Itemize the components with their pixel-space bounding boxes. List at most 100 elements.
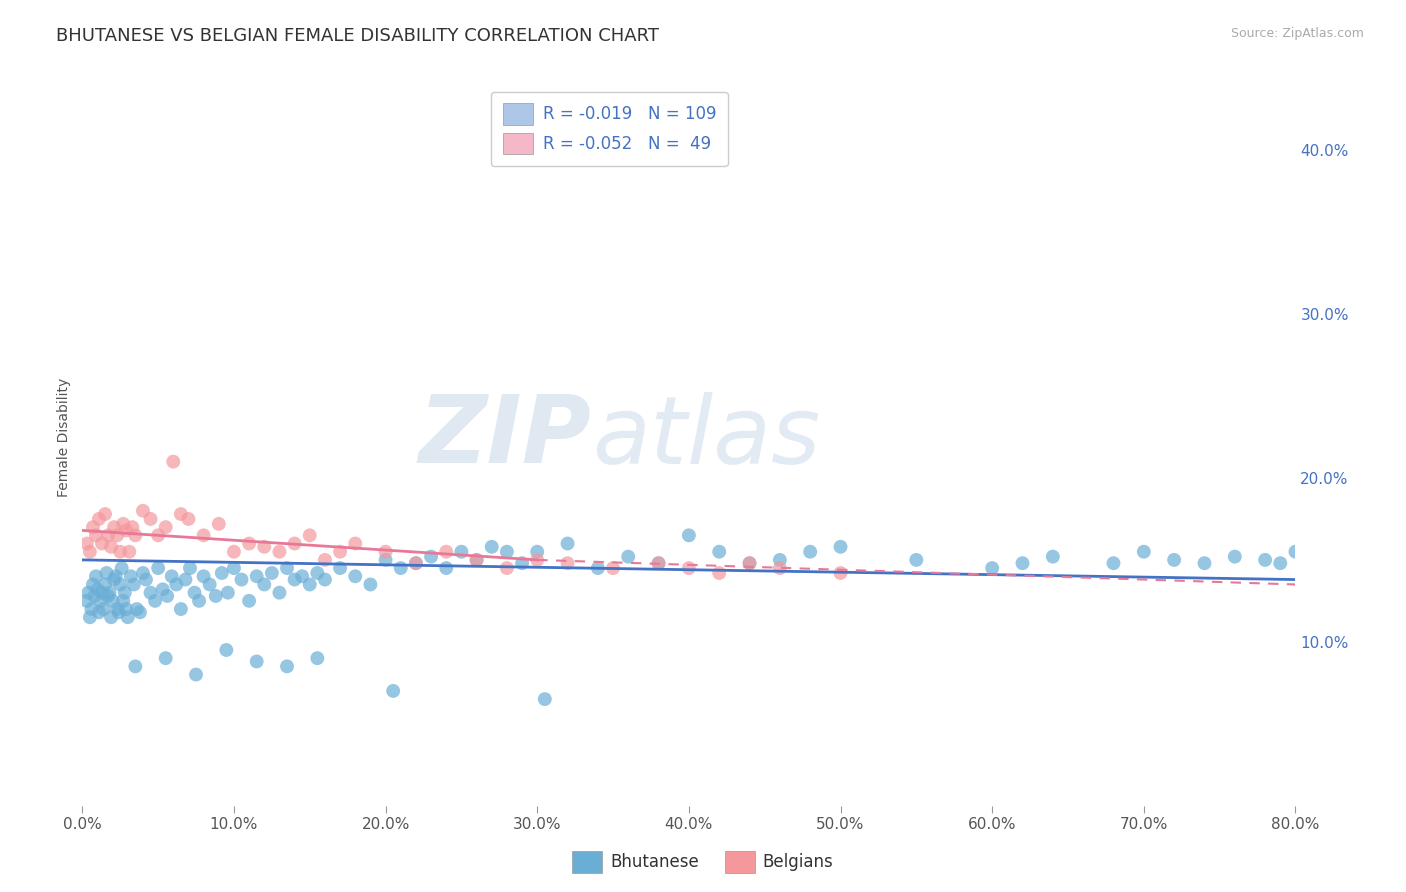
Point — [678, 528, 700, 542]
Point — [143, 594, 166, 608]
Point — [496, 561, 519, 575]
Point — [533, 692, 555, 706]
Point — [709, 545, 731, 559]
Point — [307, 566, 329, 580]
Point — [1194, 556, 1216, 570]
Point — [107, 605, 129, 619]
Point — [155, 651, 177, 665]
Point — [1102, 556, 1125, 570]
Point — [344, 569, 367, 583]
Point — [217, 585, 239, 599]
Point — [87, 512, 110, 526]
Point — [586, 561, 609, 575]
Point — [465, 553, 488, 567]
Point — [170, 507, 193, 521]
Point — [769, 553, 792, 567]
Point — [284, 536, 307, 550]
Point — [84, 569, 107, 583]
Point — [465, 553, 488, 567]
Point — [100, 540, 122, 554]
Point — [156, 589, 179, 603]
Point — [135, 573, 157, 587]
Point — [238, 536, 260, 550]
Point — [193, 528, 215, 542]
Point — [115, 602, 138, 616]
Point — [121, 520, 143, 534]
Point — [98, 585, 121, 599]
Point — [510, 556, 533, 570]
Point — [738, 556, 761, 570]
Point — [738, 556, 761, 570]
Point — [155, 520, 177, 534]
Point — [276, 561, 298, 575]
Point — [146, 561, 169, 575]
Point — [83, 589, 105, 603]
Point — [709, 566, 731, 580]
Point — [246, 569, 269, 583]
Point — [374, 553, 396, 567]
Point — [526, 553, 548, 567]
Point — [115, 524, 138, 538]
Point — [830, 566, 852, 580]
Point — [132, 504, 155, 518]
Text: atlas: atlas — [592, 392, 820, 483]
Point — [222, 561, 245, 575]
Point — [87, 605, 110, 619]
Point — [526, 545, 548, 559]
Point — [647, 556, 669, 570]
Point — [97, 528, 120, 542]
Point — [269, 545, 291, 559]
Point — [769, 561, 792, 575]
Point — [981, 561, 1004, 575]
Point — [97, 589, 120, 603]
Legend: Bhutanese, Belgians: Bhutanese, Belgians — [565, 845, 841, 880]
Point — [96, 566, 118, 580]
Point — [112, 594, 135, 608]
Point — [1042, 549, 1064, 564]
Point — [276, 659, 298, 673]
Point — [799, 545, 821, 559]
Point — [184, 667, 207, 681]
Point — [146, 528, 169, 542]
Point — [1284, 545, 1306, 559]
Point — [208, 516, 231, 531]
Point — [82, 577, 104, 591]
Point — [253, 577, 276, 591]
Point — [678, 561, 700, 575]
Point — [307, 651, 329, 665]
Point — [79, 610, 101, 624]
Point — [80, 602, 103, 616]
Point — [165, 577, 187, 591]
Point — [82, 520, 104, 534]
Point — [222, 545, 245, 559]
Point — [211, 566, 233, 580]
Point — [1011, 556, 1033, 570]
Point — [125, 602, 148, 616]
Point — [405, 556, 427, 570]
Point — [647, 556, 669, 570]
Point — [496, 545, 519, 559]
Point — [91, 585, 114, 599]
Y-axis label: Female Disability: Female Disability — [58, 377, 72, 497]
Point — [114, 585, 136, 599]
Point — [120, 569, 142, 583]
Point — [103, 520, 125, 534]
Point — [329, 545, 352, 559]
Point — [204, 589, 226, 603]
Point — [481, 540, 503, 554]
Point — [215, 643, 238, 657]
Text: BHUTANESE VS BELGIAN FEMALE DISABILITY CORRELATION CHART: BHUTANESE VS BELGIAN FEMALE DISABILITY C… — [56, 27, 659, 45]
Point — [122, 577, 145, 591]
Point — [269, 585, 291, 599]
Legend: R = -0.019   N = 109, R = -0.052   N =  49: R = -0.019 N = 109, R = -0.052 N = 49 — [491, 92, 728, 166]
Point — [108, 545, 131, 559]
Point — [284, 573, 307, 587]
Point — [246, 655, 269, 669]
Point — [124, 528, 146, 542]
Point — [291, 569, 314, 583]
Point — [420, 549, 443, 564]
Point — [124, 659, 146, 673]
Point — [89, 594, 111, 608]
Point — [103, 573, 125, 587]
Point — [298, 528, 321, 542]
